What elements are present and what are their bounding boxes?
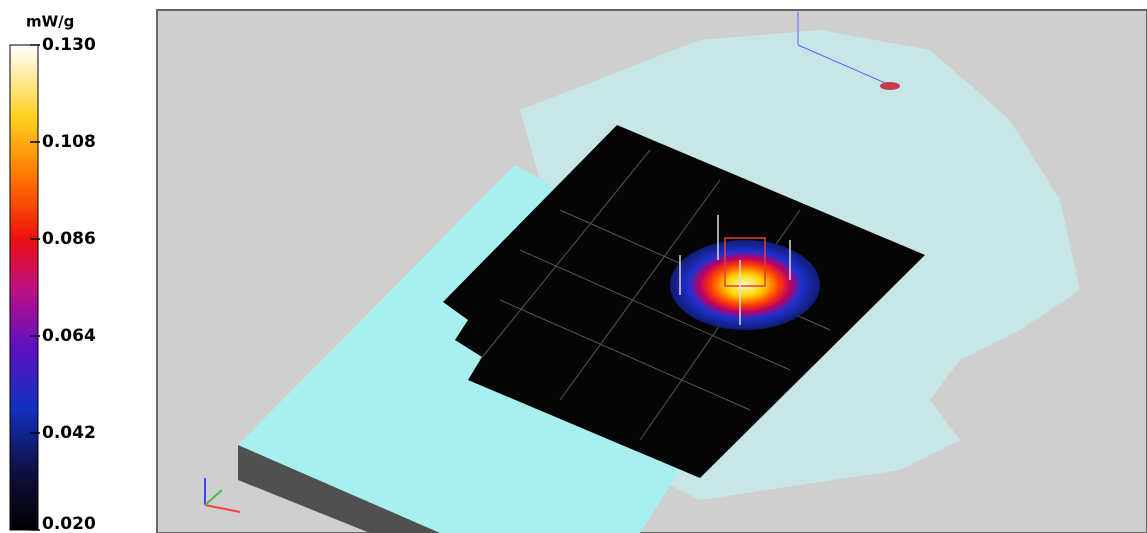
- slab-edge: [238, 445, 440, 533]
- colorbar-unit: mW/g: [26, 13, 74, 31]
- tick-label: 0.130: [42, 35, 96, 55]
- axis-triad: [204, 478, 241, 513]
- marker: [880, 82, 900, 90]
- tick-label: 0.086: [42, 229, 96, 249]
- tick-label: 0.042: [42, 423, 96, 443]
- tick-label: 0.020: [42, 514, 96, 533]
- view-3d: [156, 9, 1147, 533]
- colorbar: [9, 44, 39, 531]
- tick-label: 0.108: [42, 132, 96, 152]
- probe-box: [679, 215, 791, 325]
- tick-label: 0.064: [42, 326, 96, 346]
- hotspot: [670, 240, 820, 330]
- axis-line: [797, 44, 891, 86]
